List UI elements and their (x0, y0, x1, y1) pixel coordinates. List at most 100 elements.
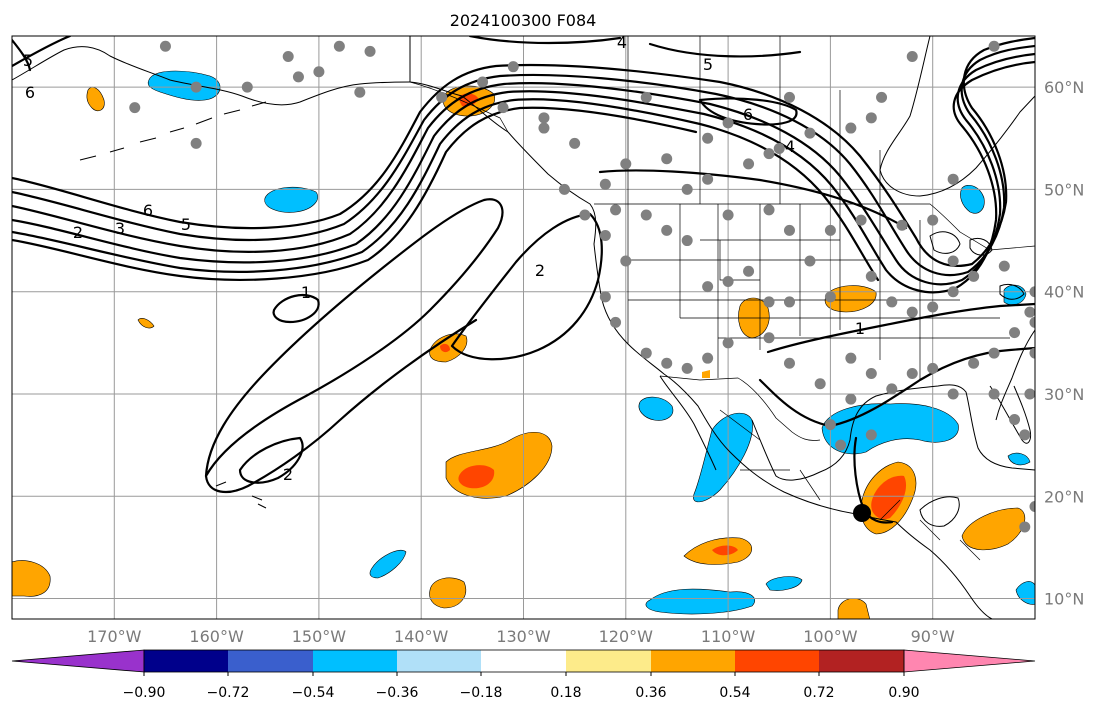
station-point (190, 137, 202, 149)
station-point (1024, 388, 1035, 400)
map-panel: 6 5 2 3 6 5 4 5 6 4 1 2 1 2 (12, 33, 1035, 619)
station-point (927, 301, 939, 313)
station-point (804, 127, 816, 139)
station-point (783, 91, 795, 103)
station-point (610, 316, 622, 328)
contour-line (12, 36, 72, 72)
station-point (1029, 286, 1035, 298)
station-point (1019, 429, 1031, 441)
contour-label: 6 (743, 105, 753, 124)
positive-anomaly-area (824, 285, 877, 313)
contour-line (238, 436, 304, 484)
colorbar-tick-label: −0.72 (207, 685, 250, 701)
positive-anomaly-area (871, 475, 907, 520)
latitude-tick-labels: 10°N 20°N 30°N 40°N 50°N 60°N (1044, 78, 1084, 608)
station-point (1009, 414, 1021, 426)
colorbar-tick-label: 0.36 (635, 685, 666, 701)
station-point (824, 419, 836, 431)
contour-labels: 6 5 2 3 6 5 4 5 6 4 1 2 1 2 (23, 33, 865, 484)
station-point (763, 148, 775, 160)
station-point (538, 112, 550, 124)
contour-label: 4 (617, 33, 627, 52)
station-point (497, 102, 509, 114)
station-point (722, 275, 734, 287)
station-point (640, 347, 652, 359)
station-point (783, 224, 795, 236)
colorbar-tick-label: 0.72 (803, 685, 834, 701)
east-coastline (995, 329, 1035, 421)
station-point (364, 45, 376, 57)
station-point (906, 306, 918, 318)
latitude-tick-label: 20°N (1044, 487, 1084, 506)
station-point (743, 158, 755, 170)
station-point (804, 255, 816, 267)
station-point (313, 66, 325, 78)
station-point (599, 178, 611, 190)
station-point (620, 255, 632, 267)
station-point (1029, 347, 1035, 359)
station-point (661, 357, 673, 369)
longitude-tick-label: 160°W (189, 627, 244, 646)
longitude-tick-label: 90°W (911, 627, 955, 646)
colorbar-tick-label: 0.90 (888, 685, 919, 701)
station-point (1019, 521, 1031, 533)
negative-anomaly-area (645, 588, 756, 615)
positive-anomaly-area (440, 343, 450, 353)
station-point (968, 270, 980, 282)
station-point (702, 173, 714, 185)
station-point (333, 40, 345, 52)
colorbar-tick-label: −0.36 (376, 685, 419, 701)
contour-label: 5 (181, 215, 191, 234)
colorbar-tick-label: −0.90 (123, 685, 166, 701)
station-point (722, 117, 734, 129)
positive-anomaly-area (137, 318, 155, 329)
station-point (599, 229, 611, 241)
station-point (743, 265, 755, 277)
colorbar-segment (228, 650, 313, 672)
station-point (865, 368, 877, 380)
longitude-tick-label: 150°W (292, 627, 347, 646)
station-point (988, 347, 1000, 359)
contour-line (12, 44, 1035, 277)
positive-anomaly-area (458, 465, 495, 489)
colorbar-segment (397, 650, 481, 672)
contour-line (766, 302, 1035, 354)
latitude-tick-label: 30°N (1044, 385, 1084, 404)
positive-anomaly-area (12, 560, 51, 597)
contour-line (12, 98, 880, 282)
colorbar (11, 649, 1036, 673)
colorbar-extend-high (903, 649, 1036, 673)
colorbar-segment (819, 650, 904, 672)
station-point (773, 143, 785, 155)
colorbar-segment (566, 650, 651, 672)
mexico-state-lines (719, 409, 981, 561)
station-point (436, 91, 448, 103)
colorbar-tick-label: −0.54 (292, 685, 335, 701)
longitude-tick-label: 170°W (87, 627, 142, 646)
contour-line (12, 52, 1035, 286)
positive-anomaly-area (429, 577, 466, 609)
station-point (906, 368, 918, 380)
station-point (640, 209, 652, 221)
station-point (190, 81, 202, 93)
station-point (988, 40, 1000, 52)
station-point (681, 362, 693, 374)
contour-line (204, 198, 504, 494)
contour-label: 2 (283, 465, 293, 484)
station-point (927, 214, 939, 226)
contour-line (12, 106, 698, 281)
station-point (998, 260, 1010, 272)
station-point (763, 296, 775, 308)
station-point (947, 286, 959, 298)
north-america-coastline (409, 36, 993, 619)
station-point (354, 86, 366, 98)
latitude-tick-label: 50°N (1044, 180, 1084, 199)
contour-line (758, 346, 1035, 428)
longitude-tick-label: 130°W (496, 627, 551, 646)
station-point (507, 61, 519, 73)
station-point (906, 50, 918, 62)
map-frame (11, 35, 1036, 620)
longitude-tick-label: 120°W (599, 627, 654, 646)
colorbar-tick-label: 0.54 (719, 685, 750, 701)
